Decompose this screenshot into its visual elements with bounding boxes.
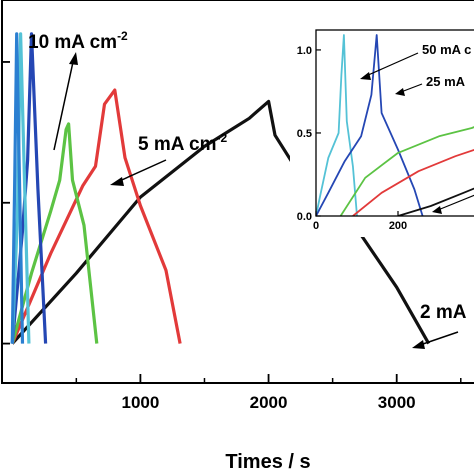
inset-series-line-4 (352, 148, 474, 216)
series-line-3 (10, 122, 99, 345)
x-tick-label-1000: 1000 (121, 393, 159, 412)
annotation-10ma-sup: -2 (117, 29, 128, 43)
main-plot-frame (1, 0, 474, 384)
inset-series-line-3 (339, 126, 474, 216)
inset-y-tick-label-1: 0.5 (297, 128, 312, 140)
series-line-1 (11, 99, 431, 345)
x-axis-label: Times / s (225, 451, 310, 473)
annotation-5ma-text: 5 mA cm (138, 134, 217, 155)
inset-x-tick-label-200: 200 (389, 220, 407, 232)
main-curves (10, 32, 431, 345)
annotation-5ma: 5 mA cm-2 (138, 131, 227, 155)
annotation-5ma-sup: -2 (217, 131, 228, 145)
inset-annotation-50ma: 50 mA c (422, 42, 471, 57)
inset-x-tick-label-0: 0 (313, 220, 319, 232)
inset-series-line-2 (316, 34, 424, 216)
series-line-5 (10, 32, 31, 344)
x-tick-label-3000: 3000 (378, 393, 416, 412)
inset-annotation-50ma-arrow (360, 52, 419, 80)
inset-annotation-25ma-arrow (395, 83, 423, 96)
annotation-2ma-arrow (412, 331, 459, 349)
main-x-ticks: 1000 2000 3000 (2, 61, 462, 412)
annotation-10ma-text: 10 mA cm (28, 32, 117, 53)
annotation-2ma: 2 mA (420, 302, 467, 323)
inset-annotation-25ma: 25 mA (426, 74, 466, 89)
inset-y-tick-label-0: 0.0 (297, 211, 312, 223)
series-line-6 (10, 32, 25, 344)
series-line-2 (10, 88, 182, 345)
inset-ticks: 0 200 0.0 0.5 1.0 (297, 45, 407, 232)
annotation-10ma-arrow (53, 52, 78, 151)
inset-series-line-5 (397, 187, 474, 216)
annotation-10ma: 10 mA cm-2 (28, 29, 128, 53)
inset-y-tick-label-2: 1.0 (297, 45, 312, 57)
x-tick-label-2000: 2000 (250, 393, 288, 412)
inset-curves (316, 34, 474, 216)
annotation-5ma-arrow (110, 159, 167, 186)
inset-annotation-small-arrow (432, 194, 474, 214)
